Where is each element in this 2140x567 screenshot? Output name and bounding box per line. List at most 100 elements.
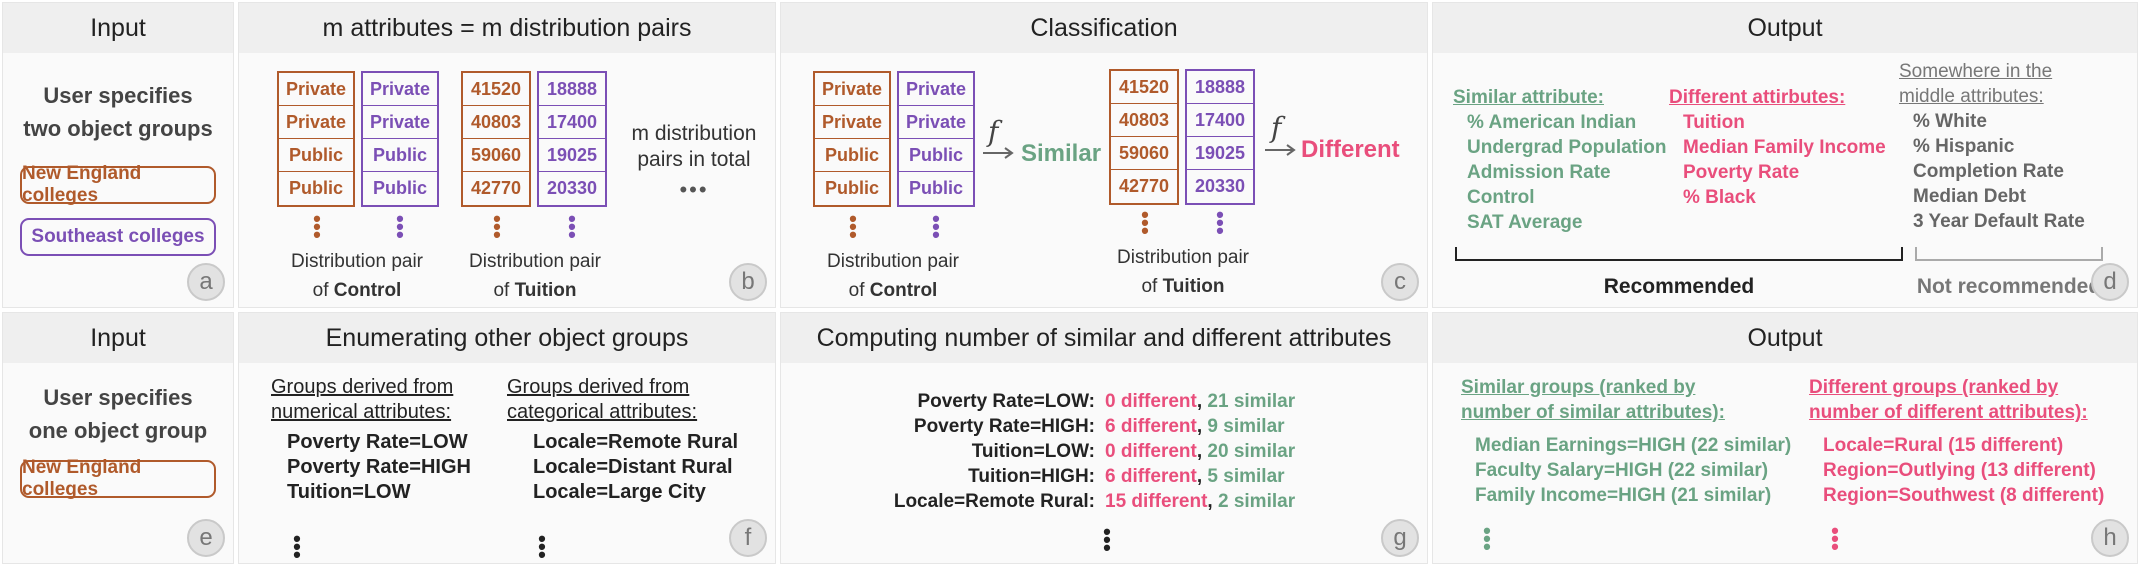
caption-tuition-top: Distribution pair: [1117, 247, 1249, 268]
m-pairs-text-2: pairs in total: [637, 148, 751, 171]
panel-badge-d: d: [2091, 263, 2129, 301]
table-cell: Private: [279, 73, 353, 106]
panel-badge-b: b: [729, 263, 767, 301]
table-cell: Public: [824, 178, 879, 198]
list-item: Admission Rate: [1467, 162, 1611, 183]
input-line-2: one object group: [28, 418, 208, 443]
panel-badge-a: a: [187, 263, 225, 301]
table-cell: Private: [899, 73, 973, 106]
control-left-column: Private Private Public Public: [277, 71, 355, 207]
vertical-ellipsis-icon: • • •: [849, 206, 857, 247]
panel-c-header: Classification: [781, 3, 1427, 53]
panel-g: Computing number of similar and differen…: [780, 312, 1428, 564]
group-label: Tuition=LOW:: [971, 441, 1095, 462]
caption-of: of: [848, 280, 865, 301]
numerical-groups-title-2: numerical attributes:: [271, 401, 452, 423]
panel-a-header: Input: [3, 3, 233, 53]
table-cell: Private: [815, 106, 889, 139]
table-cell: 17400: [539, 106, 605, 139]
caption-control-top: Distribution pair: [291, 251, 423, 272]
panel-badge-c: c: [1381, 263, 1419, 301]
similar-count: 2 similar: [1217, 491, 1296, 512]
different-groups-title-2: number of different attributes):: [1809, 402, 2088, 423]
comma-separator: ,: [1196, 441, 1203, 462]
caption-control-name: Control: [869, 280, 938, 301]
table-cell: Private: [815, 73, 889, 106]
panel-e: Input User specifies one object group Ne…: [2, 312, 234, 564]
list-item: % White: [1913, 111, 1987, 132]
vertical-ellipsis-icon: • • •: [538, 526, 546, 567]
caption-tuition-name: Tuition: [1162, 276, 1225, 297]
categorical-groups-title-2: categorical attributes:: [507, 401, 698, 423]
panel-h: Output Similar groups (ranked by number …: [1432, 312, 2138, 564]
similar-count: 9 similar: [1207, 416, 1285, 437]
list-item: Poverty Rate=HIGH: [287, 456, 471, 478]
vertical-ellipsis-icon: • • •: [293, 526, 301, 567]
panel-d: Output Similar attribute: % American Ind…: [1432, 2, 2138, 308]
list-item: % American Indian: [1467, 112, 1637, 133]
panel-badge-g: g: [1381, 519, 1419, 557]
control-right-column: Private Private Public Public: [897, 71, 975, 207]
control-right-column: Private Private Public Public: [361, 71, 439, 207]
recommended-label: Recommended: [1603, 275, 1755, 298]
table-cell: Public: [279, 139, 353, 172]
arrow-right-icon: [1265, 144, 1296, 156]
table-cell: 42770: [1118, 176, 1170, 196]
similar-count: 20 similar: [1207, 441, 1296, 462]
table-cell: Private: [363, 106, 437, 139]
similar-groups-title-2: number of similar attributes):: [1461, 402, 1725, 423]
list-item: Median Family Income: [1683, 137, 1886, 158]
panel-g-header: Computing number of similar and differen…: [781, 313, 1427, 363]
vertical-ellipsis-icon: • • •: [313, 206, 321, 247]
arrow-right-icon: [983, 147, 1014, 159]
list-item: Median Earnings=HIGH (22 similar): [1475, 435, 1792, 456]
table-cell: 41520: [1111, 71, 1177, 104]
table-cell: 20330: [1194, 176, 1246, 196]
list-item: Region=Outlying (13 different): [1823, 460, 2096, 481]
table-cell: Private: [363, 73, 437, 106]
vertical-ellipsis-icon: • • •: [493, 206, 501, 247]
list-item: Family Income=HIGH (21 similar): [1475, 485, 1772, 506]
ellipsis-icon: •••: [679, 177, 709, 202]
group-label: Poverty Rate=HIGH:: [913, 416, 1095, 437]
table-cell: 18888: [1187, 71, 1253, 104]
table-cell: Private: [279, 106, 353, 139]
recommended-bracket: [1455, 247, 1903, 261]
caption-tuition-name: Tuition: [514, 280, 577, 301]
list-item: Completion Rate: [1913, 161, 2064, 182]
new-england-group-pill: New England colleges: [20, 163, 216, 206]
panel-f-header: Enumerating other object groups: [239, 313, 775, 363]
different-label: Different: [1301, 136, 1400, 163]
input-line-1: User specifies: [43, 83, 193, 108]
tuition-right-column: 18888 17400 19025 20330: [537, 71, 607, 207]
middle-attributes-title-1: Somewhere in the: [1899, 61, 2053, 82]
panel-c: Classification Private Private Public Pu…: [780, 2, 1428, 308]
list-item: SAT Average: [1467, 212, 1583, 233]
table-cell: 19025: [1187, 137, 1253, 170]
list-item: Region=Southwest (8 different): [1823, 485, 2105, 506]
new-england-group-pill: New England colleges: [20, 457, 216, 500]
table-cell: Public: [815, 139, 889, 172]
vertical-ellipsis-icon: • • •: [568, 206, 576, 247]
similar-label: Similar: [1021, 140, 1102, 167]
list-item: Locale=Distant Rural: [533, 456, 733, 478]
input-line-1: User specifies: [43, 385, 193, 410]
vertical-ellipsis-icon: • • •: [1216, 202, 1224, 243]
list-item: Control: [1467, 187, 1535, 208]
list-item: % Black: [1683, 187, 1756, 208]
group-label: Tuition=HIGH:: [968, 466, 1095, 487]
table-cell: Private: [899, 106, 973, 139]
group-label: Poverty Rate=LOW:: [917, 391, 1095, 412]
group-label: Locale=Remote Rural:: [893, 491, 1095, 512]
panel-e-header: Input: [3, 313, 233, 363]
table-row: Poverty Rate=LOW: 0 different, 21 simila…: [781, 389, 1429, 414]
table-row: Tuition=HIGH: 6 different, 5 similar: [781, 464, 1429, 489]
table-cell: 40803: [463, 106, 529, 139]
list-item: % Hispanic: [1913, 136, 2015, 157]
table-cell: 59060: [1111, 137, 1177, 170]
similar-count: 5 similar: [1207, 466, 1285, 487]
different-groups-title-1: Different groups (ranked by: [1809, 377, 2059, 398]
list-item: Locale=Rural (15 different): [1823, 435, 2064, 456]
vertical-ellipsis-icon: • • •: [1141, 202, 1149, 243]
control-left-column: Private Private Public Public: [813, 71, 891, 207]
